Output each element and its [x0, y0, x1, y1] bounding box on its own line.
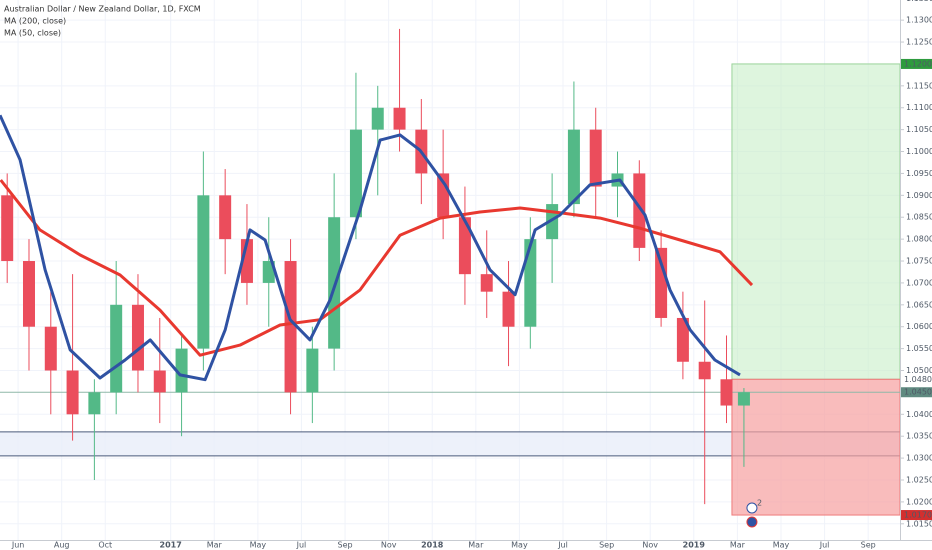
y-tick-label: 1.10500 — [906, 125, 932, 134]
ma-line — [0, 114, 741, 382]
candle-body — [153, 370, 166, 393]
y-tick-label: 1.12500 — [906, 38, 932, 47]
x-tick-label: 2018 — [421, 541, 444, 550]
price-tag-label: 1.04800 — [904, 375, 932, 384]
candle-body — [110, 304, 123, 393]
x-tick-label: Jul — [819, 541, 830, 550]
x-tick-label: 2019 — [683, 541, 706, 550]
x-tick-label: Jul — [296, 541, 307, 550]
y-tick-label: 1.10000 — [906, 147, 932, 156]
event-icon — [746, 516, 758, 528]
candle-body — [589, 129, 602, 187]
candle-body — [458, 217, 471, 275]
candle-body — [219, 195, 232, 240]
candle-body — [284, 261, 297, 393]
x-tick-label: 2017 — [160, 541, 182, 550]
legend-entry: MA (200, close) — [4, 17, 66, 26]
y-tick-label: 1.13000 — [906, 16, 932, 25]
x-tick-label: Oct — [98, 541, 112, 550]
candle-body — [306, 348, 319, 393]
y-tick-label: 1.01500 — [906, 519, 932, 528]
price-tag-label: 1.04504 — [904, 388, 932, 397]
candle-body — [88, 392, 101, 415]
y-tick-label: 1.03000 — [906, 454, 932, 463]
y-tick-label: 1.02500 — [906, 476, 932, 485]
candle-body — [676, 317, 689, 362]
candle-body — [480, 274, 493, 292]
candle-body — [262, 261, 275, 283]
x-tick-label: Mar — [468, 541, 484, 550]
candle-body — [524, 239, 537, 327]
price-tag-label: 1.01700 — [904, 511, 932, 520]
price-tag — [901, 387, 932, 398]
chart-title: Australian Dollar / New Zealand Dollar, … — [4, 5, 201, 14]
x-tick-label: Jun — [11, 541, 25, 550]
y-tick-label: 1.13500 — [906, 0, 932, 3]
y-tick-label: 1.06500 — [906, 300, 932, 309]
y-tick-label: 1.11000 — [906, 103, 932, 112]
price-tag-label: 1.12000 — [904, 59, 932, 68]
price-tag — [901, 374, 932, 385]
y-tick-label: 1.04000 — [906, 410, 932, 419]
y-tick-label: 1.02000 — [906, 497, 932, 506]
y-tick-label: 1.07500 — [906, 257, 932, 266]
x-tick-label: Mar — [730, 541, 746, 550]
candle-body — [737, 392, 750, 406]
ma-line — [0, 179, 754, 357]
candle-body — [502, 291, 515, 327]
x-tick-label: Sep — [599, 541, 614, 550]
candle-body — [720, 379, 733, 406]
candle-body — [371, 107, 384, 130]
x-tick-label: May — [250, 541, 267, 550]
candle-body — [349, 129, 362, 218]
x-tick-label: May — [511, 541, 528, 550]
candle-body — [175, 348, 188, 393]
y-tick-label: 1.08000 — [906, 235, 932, 244]
x-tick-label: Mar — [207, 541, 223, 550]
y-tick-label: 1.05000 — [906, 366, 932, 375]
y-tick-label: 1.08500 — [906, 213, 932, 222]
candle-body — [1, 195, 14, 262]
candle-body — [393, 107, 406, 130]
candle-body — [131, 304, 144, 371]
axes: 1.01500 1.02000 1.02500 1.03000 1.03500 1.040… — [11, 0, 932, 550]
legend-entry: MA (50, close) — [4, 29, 61, 38]
x-tick-label: Sep — [338, 541, 353, 550]
candle-body — [66, 370, 79, 415]
candle-body — [567, 129, 580, 205]
stop-zone — [731, 378, 901, 516]
y-tick-label: 1.09000 — [906, 191, 932, 200]
candle-body — [44, 326, 57, 371]
x-tick-label: Sep — [861, 541, 876, 550]
x-tick-label: Nov — [642, 541, 658, 550]
event-icon — [746, 502, 758, 514]
x-tick-label: May — [773, 541, 790, 550]
y-tick-label: 1.05500 — [906, 344, 932, 353]
y-tick-label: 1.11500 — [906, 81, 932, 90]
candle-body — [22, 261, 35, 327]
x-tick-label: Aug — [54, 541, 70, 550]
price-tag — [901, 510, 932, 521]
y-tick-label: 1.07000 — [906, 278, 932, 287]
y-tick-label: 1.03500 — [906, 432, 932, 441]
x-tick-label: Jul — [557, 541, 568, 550]
candle-body — [698, 361, 711, 380]
plot: 2 — [0, 28, 901, 528]
candle-body — [655, 247, 668, 318]
candle-body — [197, 195, 210, 349]
x-tick-label: Nov — [381, 541, 397, 550]
price-tag — [901, 58, 932, 69]
event-count: 2 — [757, 499, 762, 508]
y-tick-label: 1.06000 — [906, 322, 932, 331]
legend: Australian Dollar / New Zealand Dollar, … — [4, 5, 201, 38]
y-tick-label: 1.09500 — [906, 169, 932, 178]
target-zone — [731, 63, 901, 380]
